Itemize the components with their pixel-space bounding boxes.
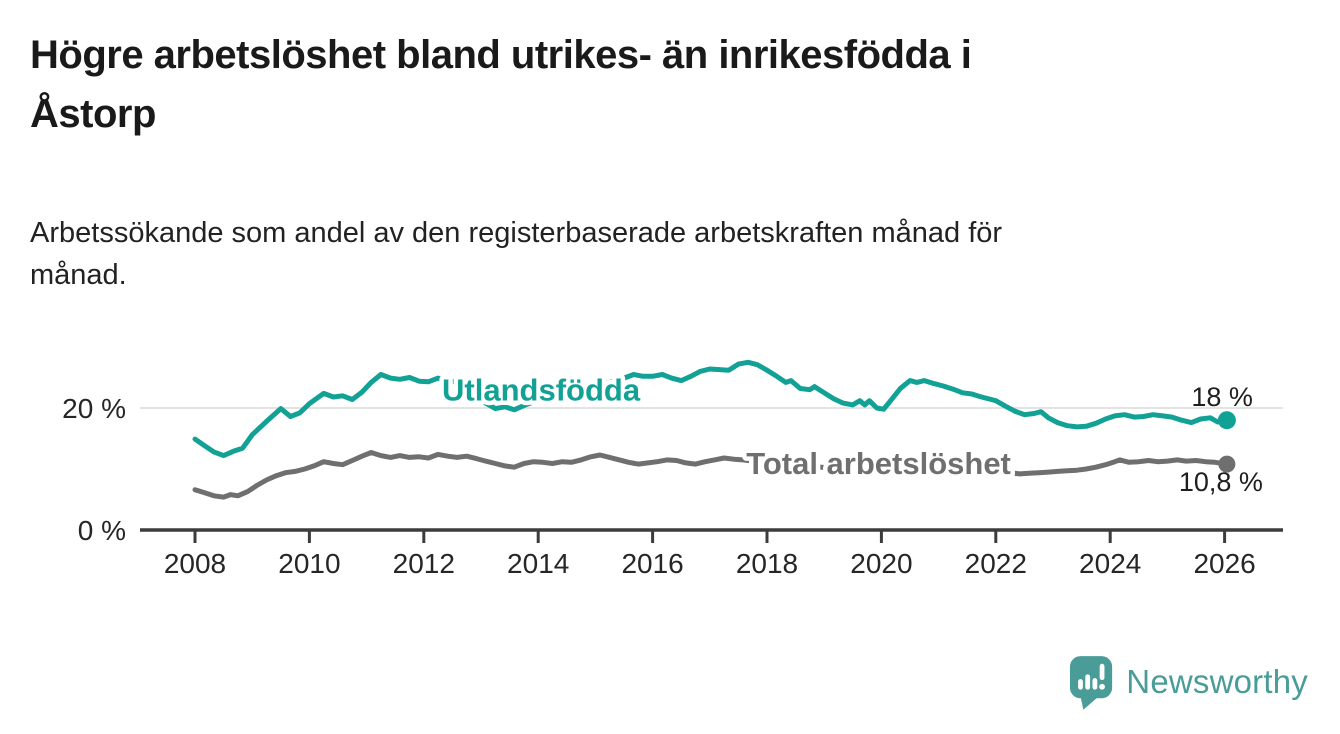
series-label-total: Total arbetslöshet <box>746 446 1011 481</box>
chart-subtitle-line2: månad. <box>30 259 127 291</box>
series-line-utlandsfodda <box>192 359 1230 459</box>
x-tick-label-2020: 2020 <box>850 548 912 579</box>
chart-subtitle: Arbetssökande som andel av den registerb… <box>30 212 1230 296</box>
page-title: Högre arbetslöshet bland utrikes- än inr… <box>30 26 1220 144</box>
x-tick-label-2008: 2008 <box>164 548 226 579</box>
newsworthy-logo[interactable]: Newsworthy <box>1069 654 1308 710</box>
newsworthy-logo-text: Newsworthy <box>1126 663 1308 700</box>
series-line-total <box>192 450 1230 500</box>
end-value-label-total: 10,8 % <box>1179 467 1263 497</box>
end-value-label-utlandsfodda: 18 % <box>1191 382 1253 412</box>
series-label-utlandsfodda: Utlandsfödda <box>442 373 641 408</box>
x-tick-label-2014: 2014 <box>507 548 569 579</box>
x-tick-label-2022: 2022 <box>965 548 1027 579</box>
x-tick-label-2016: 2016 <box>621 548 683 579</box>
x-tick-label-2012: 2012 <box>393 548 455 579</box>
newsworthy-bubble-chart-icon <box>1070 656 1113 710</box>
x-tick-label-2024: 2024 <box>1079 548 1141 579</box>
page-title-line2: Åstorp <box>30 92 156 136</box>
end-dot-utlandsfodda <box>1217 411 1236 430</box>
x-tick-label-2010: 2010 <box>278 548 340 579</box>
page-title-line1: Högre arbetslöshet bland utrikes- än inr… <box>30 33 972 77</box>
x-tick-label-2018: 2018 <box>736 548 798 579</box>
y-tick-label-0: 0 % <box>78 515 126 546</box>
x-tick-label-2026: 2026 <box>1193 548 1255 579</box>
end-dot-total <box>1218 455 1236 473</box>
chart-subtitle-line1: Arbetssökande som andel av den registerb… <box>30 217 1003 249</box>
y-tick-label-20: 20 % <box>62 393 126 424</box>
